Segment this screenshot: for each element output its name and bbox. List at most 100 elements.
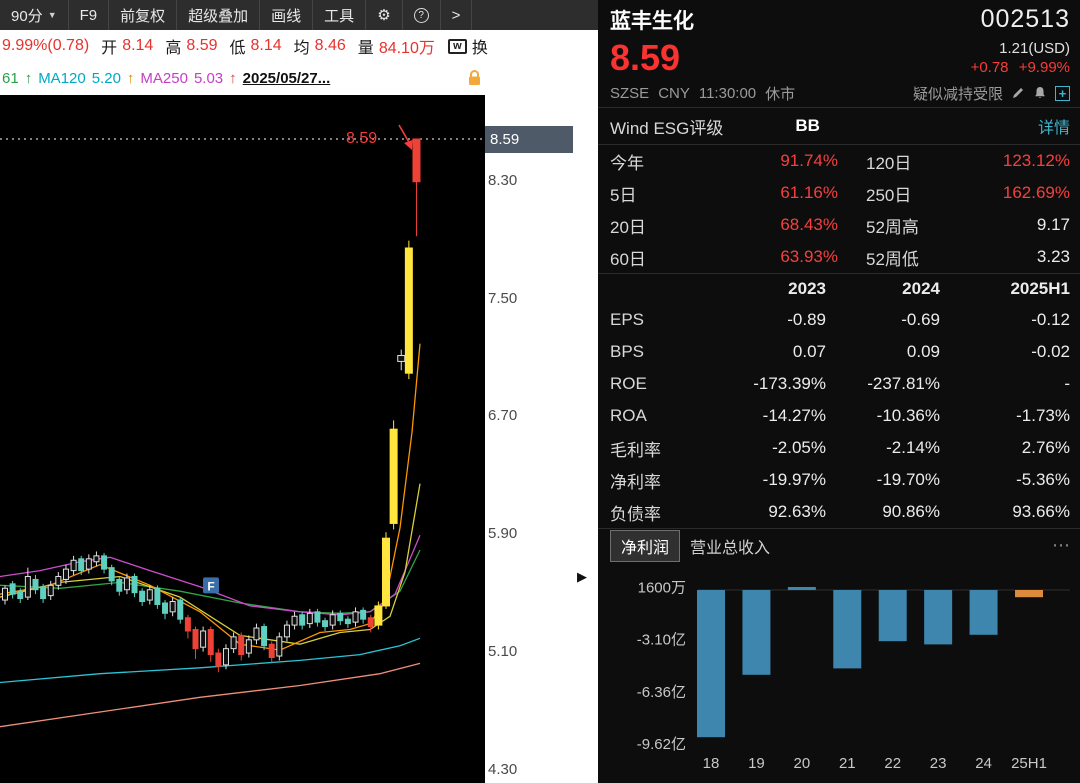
toolbar-next-arrow[interactable]: > <box>441 0 473 30</box>
cell-value: -237.81% <box>867 374 940 394</box>
open-label: 开 <box>101 40 118 57</box>
current-price-axis-label: 8.59 <box>485 125 573 153</box>
draw-line-button[interactable]: 画线 <box>260 0 314 30</box>
price-axis: 8.59 ▶ 8.30 7.50 6.70 5.90 5.10 4.30 <box>485 95 598 783</box>
perf-label: 52周低 <box>866 249 919 269</box>
candle <box>78 558 85 572</box>
esg-detail-link[interactable]: 详情 <box>1037 120 1070 138</box>
tab-net-profit[interactable]: 净利润 <box>610 529 681 562</box>
y-axis-tick: 7.50 <box>488 289 518 307</box>
price-chart-canvas[interactable]: F 8.59 <box>0 95 485 783</box>
candle <box>47 584 54 597</box>
candle <box>412 138 421 183</box>
restriction-tag: 疑似减持受限 <box>912 85 1003 103</box>
perf-label: 60日 <box>610 249 646 269</box>
alert-bell-icon[interactable] <box>1033 86 1047 100</box>
period-label: 90分 <box>11 7 43 25</box>
ma-line <box>0 662 421 728</box>
candle <box>131 575 138 594</box>
super-overlay-button[interactable]: 超级叠加 <box>177 0 261 30</box>
candle <box>32 578 39 591</box>
candle <box>207 629 214 656</box>
perf-label: 今年 <box>610 153 644 173</box>
more-options-icon[interactable]: ⋯ <box>1052 535 1070 556</box>
table-row: 毛利率 -2.05% -2.14% 2.76% <box>610 432 1070 464</box>
turnover-label: 换 <box>471 40 488 57</box>
perf-label: 52周高 <box>866 217 919 237</box>
bar <box>878 590 907 642</box>
bar <box>924 590 953 645</box>
candle <box>192 629 199 650</box>
candle <box>9 583 16 595</box>
usd-price: 1.21(USD) <box>999 39 1070 57</box>
candle <box>253 627 260 641</box>
quote-panel: 蓝丰生化 002513 8.59 1.21(USD) +0.78 +9.99% … <box>598 0 1080 783</box>
help-icon[interactable]: ? <box>403 0 441 30</box>
f-event-marker[interactable] <box>203 577 219 594</box>
chart-date-selector[interactable]: 2025/05/27... <box>242 70 331 87</box>
performance-grid: 今年 91.74% 120日 123.12% 5日 61.16% 250日 16… <box>598 145 1080 275</box>
change-percent: +9.99% <box>1018 58 1070 76</box>
ma250-value: 5.03 <box>193 70 224 87</box>
perf-value: 68.43% <box>780 215 838 235</box>
candle <box>2 587 8 601</box>
candle <box>314 611 321 623</box>
edit-pencil-icon[interactable] <box>1011 86 1025 100</box>
candle <box>17 590 24 600</box>
candle <box>55 575 62 586</box>
up-arrow-icon: ↑ <box>24 70 33 87</box>
tab-total-revenue[interactable]: 营业总收入 <box>690 539 771 557</box>
esg-row: Wind ESG评级 BB 详情 <box>598 107 1080 146</box>
chart-pane: 90分 ▼ F9 前复权 超级叠加 画线 工具 ⚙ ? > 9.99%(0.78… <box>0 0 598 783</box>
quote-header: 蓝丰生化 002513 <box>598 0 1080 36</box>
candle <box>397 355 406 362</box>
perf-value: 3.23 <box>1036 247 1070 267</box>
perf-label: 5日 <box>610 185 637 205</box>
svg-text:F: F <box>207 579 214 593</box>
add-to-watchlist-icon[interactable]: + <box>1055 85 1070 101</box>
bar <box>833 590 862 669</box>
price-stats-row: 9.99%(0.78) 开 8.14 高 8.59 低 8.14 均 8.46 … <box>0 30 598 62</box>
financials-table: 2023 2024 2025H1 EPS -0.89 -0.69 -0.12 B… <box>598 274 1080 528</box>
price-change: +0.78 +9.99% <box>965 59 1070 76</box>
table-row: ROE -173.39% -237.81% - <box>610 368 1070 400</box>
candle <box>70 559 77 572</box>
bar-x-label: 22 <box>884 755 901 772</box>
candle <box>116 578 123 592</box>
row-label: 负债率 <box>610 504 661 524</box>
perf-row: 今年 91.74% 120日 123.12% <box>610 145 1070 177</box>
period-selector[interactable]: 90分 ▼ <box>0 0 69 30</box>
forward-adjust-button[interactable]: 前复权 <box>109 0 178 30</box>
candle <box>108 567 115 582</box>
lock-icon[interactable] <box>467 69 482 86</box>
candle <box>404 247 413 374</box>
price-annotation: 8.59 <box>346 130 377 147</box>
bar-x-label: 25H1 <box>1011 755 1047 772</box>
avg-label: 均 <box>293 40 310 57</box>
row-label: EPS <box>610 310 645 330</box>
f9-button[interactable]: F9 <box>69 0 110 30</box>
profit-chart-area: 1600万 -3.10亿 -6.36亿 -9.62亿 18 19 20 21 22 23 24 25H… <box>598 562 1080 783</box>
bar-x-label: 19 <box>748 755 765 772</box>
up-arrow-icon: ↑ <box>126 70 135 87</box>
perf-label: 20日 <box>610 217 646 237</box>
y-axis-tick: 5.10 <box>488 643 518 661</box>
change-value: +0.78 <box>970 58 1009 76</box>
cell-value: -1.73% <box>1016 406 1070 426</box>
panel-expand-handle[interactable]: ▶ <box>577 569 587 584</box>
row-label: BPS <box>610 342 645 362</box>
quote-status-row: SZSE CNY 11:30:00 休市 疑似减持受限 + <box>598 80 1080 108</box>
ma120-label: MA120 <box>38 70 86 87</box>
candle <box>382 537 390 607</box>
perf-row: 5日 61.16% 250日 162.69% <box>610 177 1070 209</box>
avg-value: 8.46 <box>314 37 346 54</box>
bar-x-label: 18 <box>703 755 720 772</box>
tools-button[interactable]: 工具 <box>313 0 367 30</box>
candle <box>154 587 161 605</box>
profit-bar-chart[interactable]: 1600万 -3.10亿 -6.36亿 -9.62亿 18 19 20 21 22 23 24 25H… <box>598 562 1080 783</box>
bar <box>742 590 771 675</box>
settings-gear-icon[interactable]: ⚙ <box>366 0 403 30</box>
candle <box>146 589 153 601</box>
ma-line <box>0 483 421 645</box>
candle <box>238 634 245 656</box>
